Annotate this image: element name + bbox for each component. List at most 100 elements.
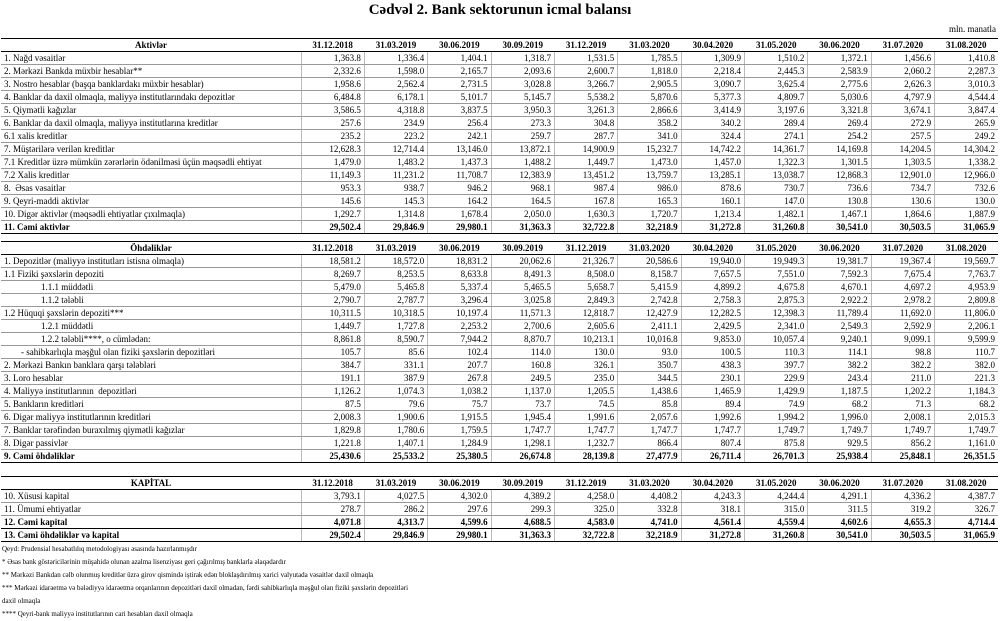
cell-value: 3,950.3 [490, 103, 555, 117]
cell-value: 350.7 [617, 358, 682, 372]
cell-value: 319.2 [870, 502, 935, 516]
cell-value: 211.0 [870, 371, 935, 385]
cell-value: 4,302.0 [427, 489, 492, 503]
cell-value: 1,678.4 [427, 207, 492, 221]
cell-value: 2,626.3 [870, 77, 935, 91]
cell-value: 272.9 [870, 116, 935, 130]
section-table: Öhdəliklər 31.12.2018 31.03.2019 30.06.2019… [1, 241, 998, 463]
cell-value: 397.7 [744, 358, 808, 372]
cell-value: 30,503.5 [870, 528, 935, 542]
cell-value: 9,240.1 [807, 332, 872, 346]
cell-value: 167.8 [553, 194, 618, 208]
cell-value: 1,747.7 [680, 423, 745, 437]
cell-value: 2,253.2 [427, 319, 492, 333]
cell-value: 25,938.4 [807, 449, 872, 463]
row-label: 8. Digər passivlər [1, 436, 301, 450]
cell-value: 2,978.2 [870, 293, 935, 307]
row-label: 2. Mərkəzi Bankda müxbir hesablar** [1, 64, 301, 78]
row: 10. Digər aktivlər (məqsədli ehtiyatlar … [1, 207, 998, 221]
cell-value: 235.2 [300, 129, 365, 143]
cell-value: 243.4 [807, 371, 872, 385]
cell-value: 987.4 [553, 181, 618, 195]
cell-value: 4,809.7 [744, 90, 808, 104]
cell-value: 71.3 [870, 397, 935, 411]
footnote: Qeyd: Prudensial hesabatlılıq metodologi… [2, 545, 197, 553]
cell-value: 18,572.0 [363, 254, 428, 268]
cell-value: 1,309.9 [680, 51, 745, 65]
row: 1.1.1 müddətli 5,479.0 5,465.8 5,337.4 5,465… [1, 280, 998, 294]
cell-value: 11,231.2 [363, 168, 428, 182]
cell-value: 19,569.7 [934, 254, 998, 268]
cell-value: 1,221.8 [300, 436, 365, 450]
cell-value: 12,818.7 [553, 306, 618, 320]
cell-value: 2,060.2 [870, 64, 935, 78]
column-header: 31.08.2020 [934, 241, 998, 255]
row-label: 4. Banklar da daxil olmaqla, maliyyə ins… [1, 90, 301, 104]
cell-value: 18,831.2 [427, 254, 492, 268]
cell-value: 1,747.7 [553, 423, 618, 437]
row: - sahibkarlıqla məşğul olan fiziki şəxsl… [1, 345, 998, 359]
cell-value: 875.8 [744, 436, 808, 450]
row: 4. Banklar da daxil olmaqla, maliyyə ins… [1, 90, 998, 104]
cell-value: 6,178.1 [363, 90, 428, 104]
cell-value: 2,218.4 [680, 64, 745, 78]
cell-value: 5,479.0 [300, 280, 365, 294]
column-header: 31.12.2018 [301, 476, 365, 490]
cell-value: 4,697.2 [870, 280, 935, 294]
column-header: 31.12.2019 [554, 38, 618, 52]
row-label: 6. Banklar da daxil olmaqla, maliyyə ins… [1, 116, 301, 130]
column-header: 30.09.2019 [491, 38, 555, 52]
column-header: 31.08.2020 [934, 476, 998, 490]
cell-value: 1,864.6 [870, 207, 935, 221]
cell-value: 1,303.5 [870, 155, 935, 169]
cell-value: 1,482.1 [744, 207, 808, 221]
cell-value: 29,502.4 [300, 220, 365, 234]
cell-value: 31,065.9 [934, 220, 998, 234]
cell-value: 4,389.2 [490, 489, 555, 503]
cell-value: 31,363.3 [490, 528, 555, 542]
column-header: 31.03.2020 [617, 241, 682, 255]
row: 11. Cəmi aktivlər 29,502.4 29,846.9 29,980.… [1, 220, 998, 234]
cell-value: 324.4 [680, 129, 745, 143]
cell-value: 12,628.3 [300, 142, 365, 156]
row-label: 3. Nostro hesablar (başqa banklardakı mü… [1, 77, 301, 91]
footnote: * Əsas bank göstəricilərinin müşahidə ol… [2, 558, 286, 566]
cell-value: 229.9 [744, 371, 808, 385]
cell-value: 3,028.8 [490, 77, 555, 91]
cell-value: 4,797.9 [870, 90, 935, 104]
column-header: 31.12.2019 [554, 241, 618, 255]
cell-value: 382.0 [934, 358, 998, 372]
column-header: 30.06.2019 [427, 476, 492, 490]
cell-value: 73.7 [490, 397, 555, 411]
cell-value: 20,586.6 [617, 254, 682, 268]
cell-value: 1,915.5 [427, 410, 492, 424]
row: 9. Cəmi öhdəliklər 25,430.6 25,533.2 25,380… [1, 449, 998, 463]
cell-value: 4,071.8 [300, 515, 365, 529]
row: 6.1 xalis kreditlər 235.2 223.2 242.1 259.7 2… [1, 129, 998, 143]
footnote: **** Qeyri-bank maliyyə institutlarının … [2, 610, 193, 618]
cell-value: 19,940.0 [680, 254, 745, 268]
cell-value: 1,510.2 [744, 51, 808, 65]
row: 11. Ümumi ehtiyatlar 278.7 286.2 297.6 299.3… [1, 502, 998, 516]
cell-value: 5,145.7 [490, 90, 555, 104]
cell-value: 4,741.0 [617, 515, 682, 529]
cell-value: 114.1 [807, 345, 872, 359]
cell-value: 20,062.6 [490, 254, 555, 268]
cell-value: 68.2 [934, 397, 998, 411]
row: 1.1.2 tələbli 2,790.7 2,787.7 3,296.4 3,025.… [1, 293, 998, 307]
cell-value: 1,372.1 [807, 51, 872, 65]
cell-value: 1,284.9 [427, 436, 492, 450]
cell-value: 732.6 [934, 181, 998, 195]
cell-value: 10,213.1 [553, 332, 618, 346]
row: 5. Bankların kreditləri 87.5 79.6 75.7 73.7 7… [1, 397, 998, 411]
cell-value: 27,477.9 [617, 449, 682, 463]
cell-value: 12,282.5 [680, 306, 745, 320]
cell-value: 1,829.8 [300, 423, 365, 437]
cell-value: 1,630.3 [553, 207, 618, 221]
cell-value: 26,711.4 [680, 449, 745, 463]
cell-value: 12,901.0 [870, 168, 935, 182]
cell-value: 21,326.7 [553, 254, 618, 268]
cell-value: 3,261.3 [553, 103, 618, 117]
cell-value: 2,050.0 [490, 207, 555, 221]
